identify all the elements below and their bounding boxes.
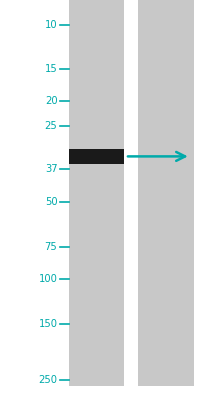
Text: 100: 100 <box>38 274 57 284</box>
Text: 15: 15 <box>44 64 57 74</box>
Text: 150: 150 <box>38 318 57 328</box>
Bar <box>138 0 193 386</box>
Text: 37: 37 <box>44 164 57 174</box>
Text: 20: 20 <box>44 96 57 106</box>
Text: 25: 25 <box>44 121 57 131</box>
Text: 10: 10 <box>44 20 57 30</box>
Text: 75: 75 <box>44 242 57 252</box>
Text: 50: 50 <box>44 197 57 207</box>
Bar <box>68 0 123 386</box>
Bar <box>68 149 123 164</box>
Text: 250: 250 <box>38 375 57 385</box>
